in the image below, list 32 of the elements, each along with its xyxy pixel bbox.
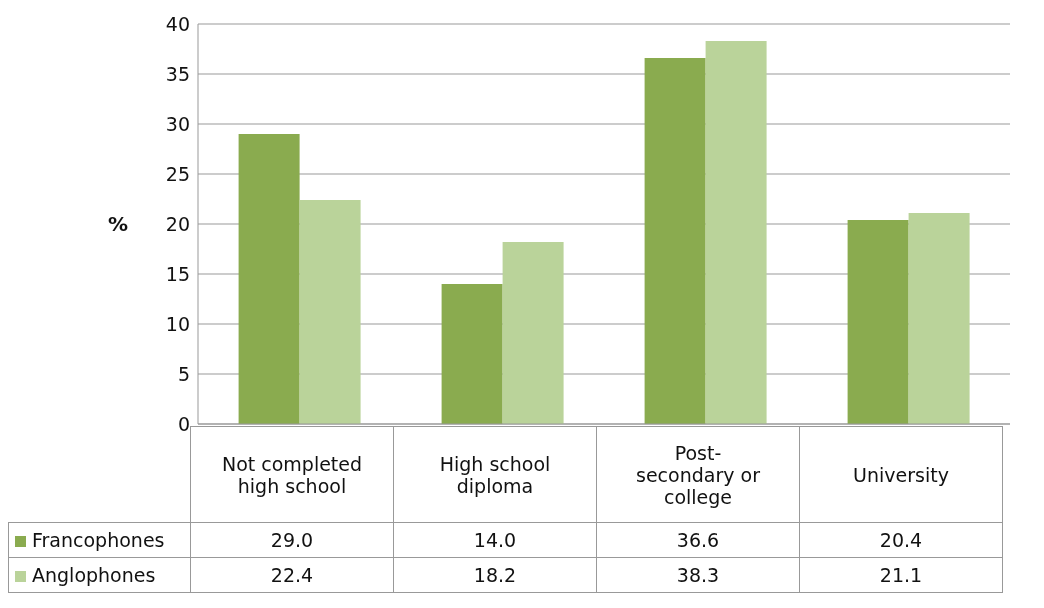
bar (705, 41, 767, 424)
bar (847, 220, 909, 424)
legend-label: Francophones (8, 522, 191, 558)
x-tick-label: Post-secondary or college (596, 426, 800, 523)
y-tick-label: 40 (165, 12, 190, 35)
y-tick-label: 10 (165, 312, 190, 335)
y-axis-title: % (108, 212, 129, 237)
legend-label: Anglophones (8, 557, 191, 593)
bar (299, 200, 361, 424)
x-tick-label: Not completed high school (190, 426, 394, 523)
y-tick-label: 5 (177, 362, 190, 385)
data-label: 29.0 (190, 522, 394, 558)
x-tick-label: University (799, 426, 1003, 523)
data-label: 20.4 (799, 522, 1003, 558)
data-label: 38.3 (596, 557, 800, 593)
y-tick-label: 0 (177, 412, 190, 435)
bar (238, 134, 300, 424)
y-tick-label: 15 (165, 262, 190, 285)
data-label: 14.0 (393, 522, 597, 558)
bar (908, 213, 970, 424)
bar (644, 58, 706, 424)
bar (502, 242, 564, 424)
bar (441, 284, 503, 424)
data-label: 18.2 (393, 557, 597, 593)
x-tick-label: High school diploma (393, 426, 597, 523)
y-tick-label: 35 (165, 62, 190, 85)
data-label: 21.1 (799, 557, 1003, 593)
data-label: 22.4 (190, 557, 394, 593)
y-tick-label: 30 (165, 112, 190, 135)
y-tick-label: 20 (165, 212, 190, 235)
data-label: 36.6 (596, 522, 800, 558)
y-tick-label: 25 (165, 162, 190, 185)
